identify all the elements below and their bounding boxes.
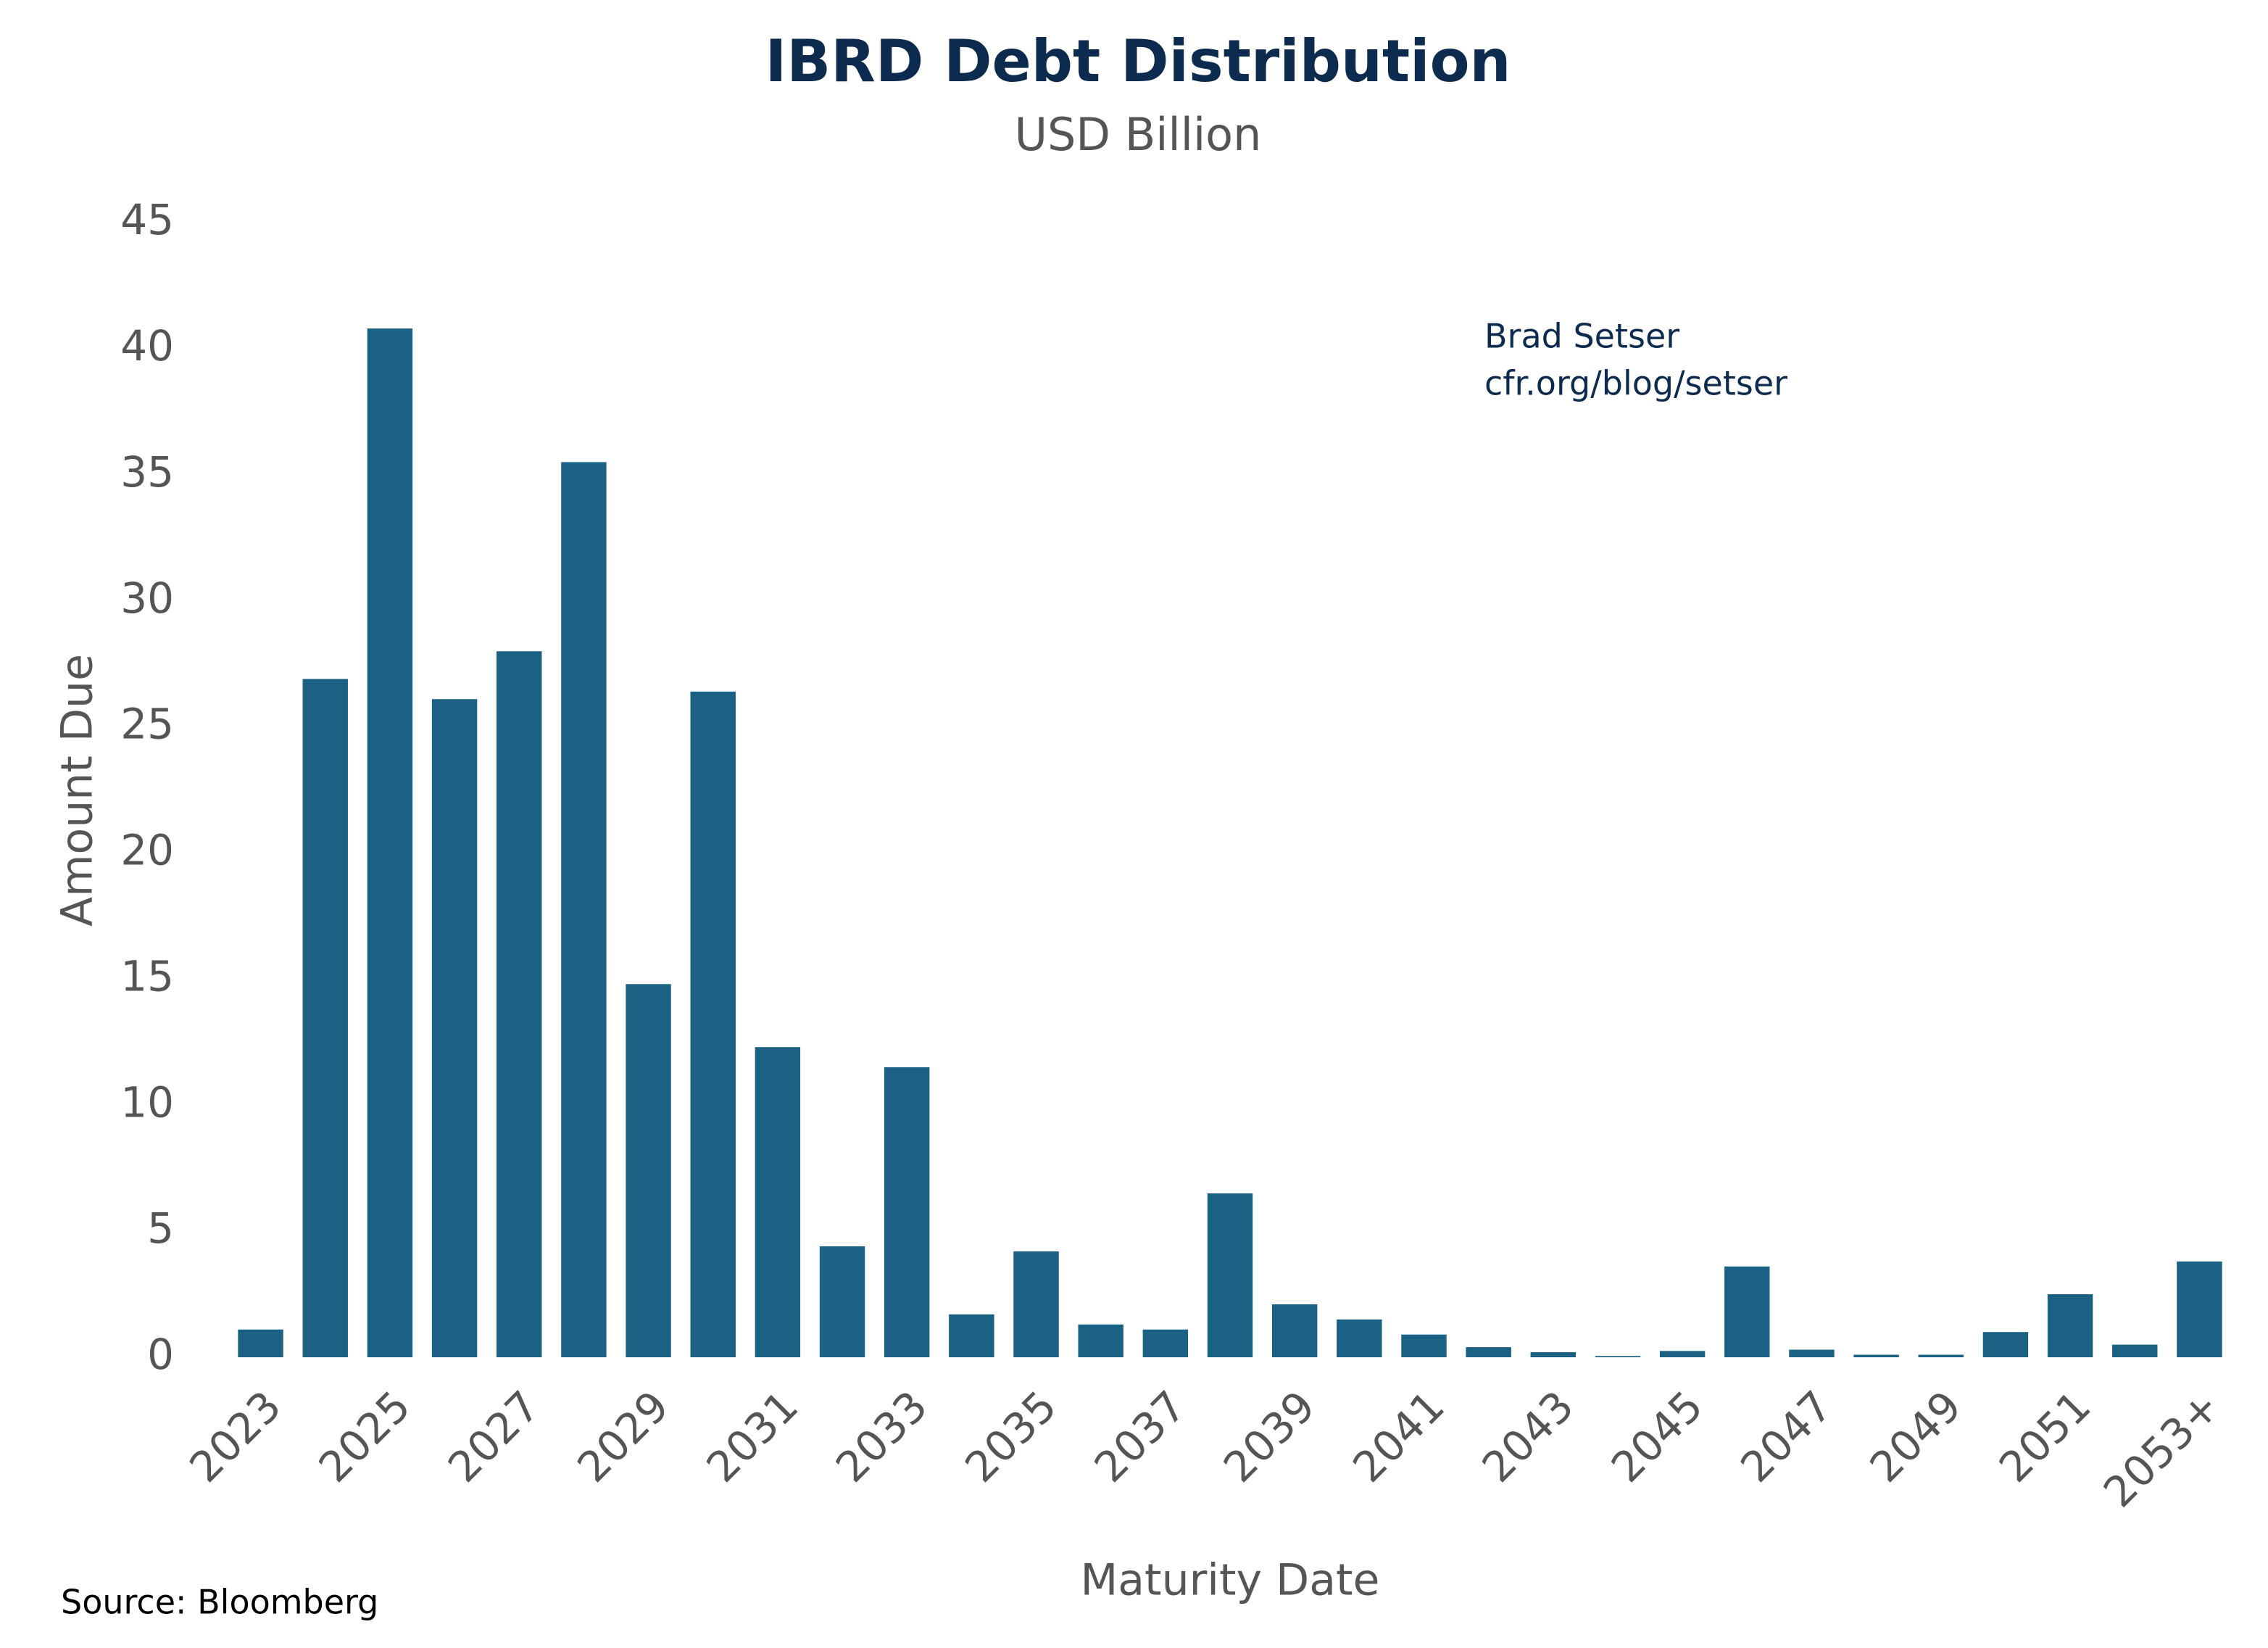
- x-tick-label: 2045: [1602, 1381, 1712, 1491]
- y-tick-label: 20: [120, 826, 174, 875]
- y-axis-label: Amount Due: [52, 654, 103, 927]
- bar: [884, 1067, 930, 1357]
- bar: [1401, 1334, 1447, 1357]
- y-tick-label: 0: [147, 1330, 174, 1379]
- bar: [1466, 1347, 1511, 1357]
- x-tick-label: 2023: [180, 1381, 290, 1491]
- x-tick-label: 2029: [568, 1381, 678, 1491]
- bar: [1078, 1324, 1123, 1357]
- x-tick-label: 2041: [1343, 1381, 1453, 1491]
- x-tick-label: 2027: [439, 1381, 549, 1491]
- x-tick-label: 2039: [1214, 1381, 1324, 1491]
- x-tick-label: 2043: [1473, 1381, 1583, 1491]
- x-tick-label: 2033: [826, 1381, 936, 1491]
- chart-subtitle: USD Billion: [1015, 108, 1262, 161]
- bar: [1789, 1349, 1835, 1357]
- annotation: cfr.org/blog/setser: [1484, 364, 1787, 403]
- y-tick-label: 45: [120, 195, 174, 244]
- bar: [497, 651, 542, 1357]
- x-tick-label: 2049: [1861, 1381, 1971, 1491]
- x-tick-label: 2047: [1731, 1381, 1841, 1491]
- bar: [1013, 1251, 1059, 1357]
- y-tick-label: 10: [120, 1077, 174, 1127]
- bar: [2047, 1294, 2093, 1357]
- x-tick-label: 2051: [1990, 1381, 2100, 1491]
- x-tick-label: 2037: [1085, 1381, 1195, 1491]
- y-tick-label: 30: [120, 574, 174, 623]
- x-tick-label: 2031: [697, 1381, 807, 1491]
- bar: [1982, 1332, 2029, 1357]
- bar: [1724, 1266, 1770, 1357]
- bar: [1918, 1354, 1964, 1357]
- chart-title: IBRD Debt Distribution: [765, 28, 1511, 95]
- bar: [819, 1246, 865, 1357]
- bar: [302, 679, 348, 1357]
- bar: [690, 691, 736, 1357]
- bar: [2177, 1261, 2222, 1357]
- y-tick-label: 40: [120, 321, 174, 370]
- bar: [1853, 1354, 1899, 1357]
- bar: [431, 699, 478, 1357]
- x-tick-label: 2053+: [2094, 1381, 2230, 1517]
- source: Source: Bloomberg: [61, 1583, 378, 1622]
- bar: [1142, 1329, 1189, 1357]
- bar: [1271, 1304, 1318, 1357]
- annotation: Brad Setser: [1484, 317, 1679, 356]
- y-tick-label: 5: [147, 1204, 174, 1253]
- bar: [626, 984, 671, 1357]
- bar: [755, 1047, 801, 1357]
- y-tick-label: 35: [120, 447, 174, 497]
- bar: [1207, 1193, 1253, 1357]
- bar: [949, 1314, 994, 1357]
- bar: [2112, 1344, 2158, 1357]
- x-axis-label: Maturity Date: [1081, 1555, 1380, 1606]
- bar: [1659, 1351, 1706, 1357]
- bar: [367, 328, 413, 1358]
- bar: [1530, 1352, 1577, 1357]
- bar: [561, 462, 607, 1357]
- bar: [238, 1329, 283, 1357]
- x-tick-label: 2035: [955, 1381, 1066, 1491]
- x-tick-label: 2025: [310, 1381, 420, 1491]
- bar: [1337, 1319, 1382, 1357]
- bar: [1595, 1356, 1641, 1357]
- y-tick-label: 25: [120, 700, 174, 749]
- y-tick-label: 15: [120, 951, 174, 1001]
